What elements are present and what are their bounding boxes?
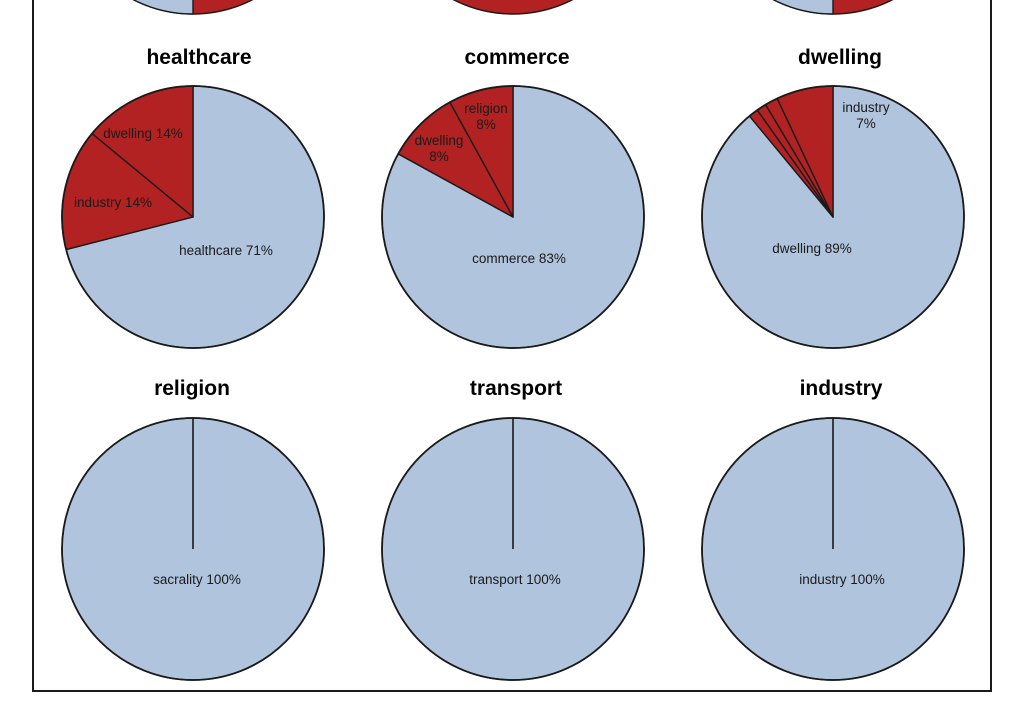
pie-grid: healthcare healthcare 71% industry 14% dwel… (61, 0, 965, 681)
pie-slice-label: commerce 83% (472, 251, 566, 266)
pie-slice-label: dwelling 8% (415, 133, 464, 164)
pie-slice-label-line: dwelling (415, 133, 464, 148)
pie-slice-label-line: industry (842, 100, 890, 115)
pie-6: religion sacrality 100% (61, 377, 325, 681)
pie-slice-label-line: sacrality 100% (153, 572, 241, 587)
pie-7: transport transport 100% (381, 377, 645, 681)
pie-5: dwelling dwelling 89% industry 7% (701, 46, 965, 349)
pie-slice-label-line: 8% (476, 117, 496, 132)
pie-slice-label-line: religion (464, 101, 508, 116)
pie-slice-label-line: healthcare 71% (179, 243, 273, 258)
pie-slice-label: industry 7% (842, 100, 890, 131)
pie-other-slice (452, 0, 574, 15)
pie-outline (701, 417, 965, 681)
pie-outline (381, 417, 645, 681)
pie-focus-slice (132, 0, 194, 15)
pie-0 (132, 0, 254, 15)
pie-slice-label-line: 7% (856, 116, 876, 131)
pie-outline (701, 85, 965, 349)
pie-outline (381, 85, 645, 349)
pie-outline (61, 417, 325, 681)
pie-slice-label-line: industry 100% (799, 572, 885, 587)
pie-slice-label: dwelling 89% (772, 241, 852, 256)
pie-slice-label-line: transport 100% (469, 572, 561, 587)
pie-title: industry (800, 377, 883, 400)
pie-8: industry industry 100% (701, 377, 965, 681)
pie-focus-slice (772, 0, 834, 15)
pie-slice-label: transport 100% (469, 572, 561, 587)
pie-slice-label-line: commerce 83% (472, 251, 566, 266)
pie-title: commerce (464, 46, 569, 69)
pie-2 (772, 0, 894, 15)
pie-slice-label: industry 14% (74, 195, 152, 210)
pie-slice-label-line: dwelling 14% (103, 126, 183, 141)
pie-title: healthcare (146, 46, 251, 69)
pie-slice-label-line: industry 14% (74, 195, 152, 210)
pie-outline (61, 85, 325, 349)
pie-slice-label: dwelling 14% (103, 126, 183, 141)
pie-title: religion (154, 377, 230, 400)
pie-3: healthcare healthcare 71% industry 14% dwel… (61, 46, 325, 349)
pie-1 (452, 0, 574, 15)
pie-title: transport (470, 377, 562, 400)
pie-slice-label: religion 8% (464, 101, 508, 132)
pie-slice-label-line: dwelling 89% (772, 241, 852, 256)
pie-slice-label-line: 8% (429, 149, 449, 164)
pie-slice-label: industry 100% (799, 572, 885, 587)
pie-slice-label: sacrality 100% (153, 572, 241, 587)
pie-slice-label: healthcare 71% (179, 243, 273, 258)
pie-title: dwelling (798, 46, 882, 69)
figure-frame (32, 0, 992, 692)
